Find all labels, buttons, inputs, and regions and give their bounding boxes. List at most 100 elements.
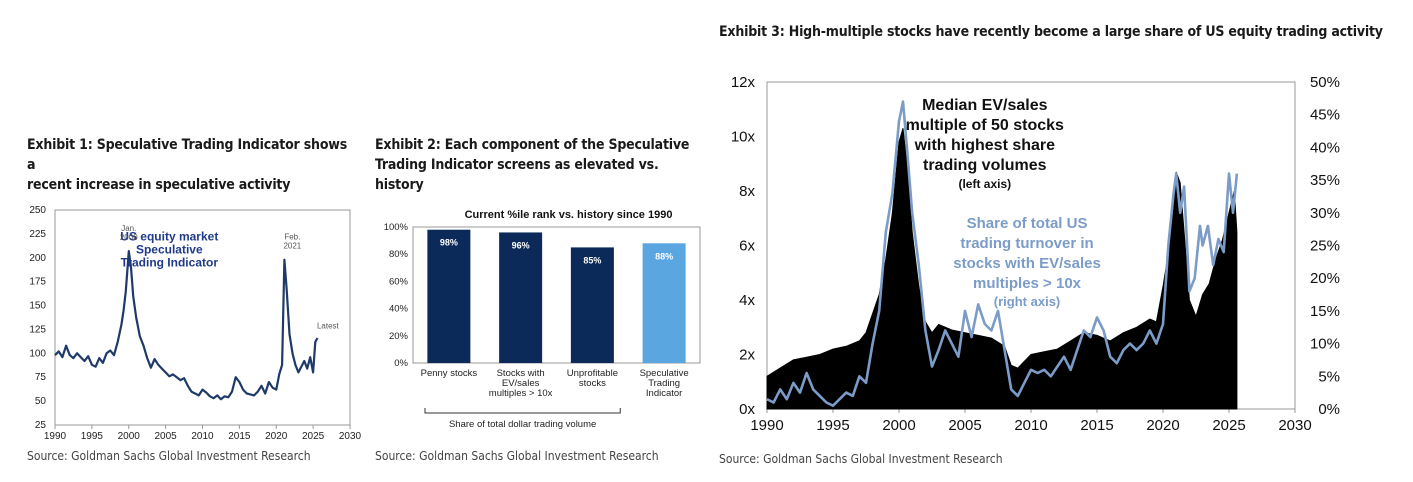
exhibit2-title-line2: Trading Indicator screens as elevated vs… (375, 157, 659, 193)
peak-label: 2021 (283, 242, 301, 251)
y-tick-label: 0% (394, 358, 408, 369)
annotation-line: Trading Indicator (121, 256, 219, 270)
x-tick-label: 2020 (1146, 417, 1179, 434)
right-y-tick-label: 30% (1310, 205, 1340, 222)
annotation-steel-line: trading turnover in (960, 235, 1093, 252)
peak-label: Feb. (284, 233, 300, 242)
left-y-tick-label: 0x (739, 401, 755, 418)
x-tick-label: 2000 (118, 431, 141, 442)
category-label: stocks (579, 378, 606, 389)
annotation-black-line: with highest share (914, 137, 1056, 154)
y-tick-label: 75 (35, 372, 47, 383)
annotation-line: Speculative (136, 243, 203, 257)
x-tick-label: 1995 (81, 431, 104, 442)
bar-value-label: 88% (655, 251, 673, 261)
right-y-tick-label: 40% (1310, 139, 1340, 156)
exhibit1-title: Exhibit 1: Speculative Trading Indicator… (27, 135, 357, 195)
annotation-black-line: trading volumes (923, 157, 1047, 174)
x-tick-label: 2025 (302, 431, 325, 442)
category-label: EV/sales (502, 378, 540, 389)
category-label: multiples > 10x (489, 388, 553, 399)
category-label: Speculative (640, 368, 689, 379)
right-y-tick-label: 25% (1310, 238, 1340, 255)
annotation-line: US equity market (120, 230, 218, 244)
series-line-share (766, 100, 1239, 408)
y-tick-label: 80% (389, 249, 409, 260)
bar (427, 229, 471, 363)
right-y-tick-label: 20% (1310, 270, 1340, 287)
category-label: Trading (648, 378, 680, 389)
x-tick-label: 1990 (750, 417, 783, 434)
left-y-tick-label: 4x (739, 292, 755, 309)
bar-value-label: 98% (440, 238, 458, 248)
y-tick-label: 100 (29, 348, 46, 359)
bracket (424, 408, 621, 414)
x-tick-label: 2030 (339, 431, 362, 442)
y-tick-label: 25 (35, 420, 47, 431)
y-tick-label: 20% (389, 331, 409, 342)
exhibit1-title-line1: Exhibit 1: Speculative Trading Indicator… (27, 137, 348, 173)
category-label: Penny stocks (421, 368, 478, 379)
exhibit2-chart: Current %ile rank vs. history since 1990… (384, 209, 701, 430)
exhibit1-title-line2: recent increase in speculative activity (27, 177, 291, 193)
x-tick-label: 2005 (948, 417, 981, 434)
x-tick-label: 1990 (44, 431, 67, 442)
x-tick-label: 2015 (1080, 417, 1113, 434)
category-label: Stocks with (497, 368, 545, 379)
x-tick-label: 1995 (816, 417, 849, 434)
x-tick-label: 2020 (265, 431, 288, 442)
peak-label: 2000 (120, 233, 138, 242)
left-y-tick-label: 8x (739, 183, 755, 200)
category-label: Indicator (646, 388, 682, 399)
y-tick-label: 150 (29, 301, 46, 312)
y-tick-label: 40% (389, 304, 409, 315)
chart-title: Current %ile rank vs. history since 1990 (465, 209, 673, 221)
right-y-tick-label: 5% (1318, 368, 1340, 385)
right-y-tick-label: 35% (1310, 172, 1340, 189)
exhibit2-title: Exhibit 2: Each component of the Specula… (375, 135, 705, 195)
category-label: Unprofitable (567, 368, 618, 379)
annotation-black-line: multiple of 50 stocks (906, 117, 1064, 134)
exhibit1-chart: 25 50 75 100 125 150 175 200 225 250 1990 1995 2000 2… (29, 205, 362, 442)
x-tick-label: 2010 (1014, 417, 1047, 434)
y-tick-label: 225 (29, 229, 46, 240)
latest-label: Latest (317, 321, 340, 330)
x-tick-label: 2025 (1212, 417, 1245, 434)
annotation-steel-line: stocks with EV/sales (953, 255, 1101, 272)
y-tick-label: 250 (29, 205, 46, 216)
left-y-tick-label: 10x (731, 129, 756, 146)
annotation-steel-line: multiples > 10x (973, 275, 1082, 292)
right-y-tick-label: 10% (1310, 336, 1340, 353)
bar (642, 243, 686, 363)
bar (499, 232, 543, 363)
left-y-tick-label: 12x (731, 74, 756, 91)
exhibit3-source: Source: Goldman Sachs Global Investment … (719, 452, 1003, 466)
annotation-steel-axis: (right axis) (994, 294, 1060, 309)
right-y-tick-label: 15% (1310, 303, 1340, 320)
bar-value-label: 85% (583, 255, 601, 265)
series-area-ev-sales (766, 128, 1238, 410)
x-tick-label: 2030 (1278, 417, 1311, 434)
x-tick-label: 2015 (228, 431, 251, 442)
y-tick-label: 200 (29, 253, 46, 264)
bar-value-label: 96% (512, 240, 530, 250)
left-y-tick-label: 6x (739, 238, 755, 255)
bar (570, 247, 614, 363)
exhibit3-chart: 0x 2x 4x 6x 8x 10x 12x 0% 5% 10% 15% 20% 25% 30% 35% 40… (731, 74, 1340, 434)
annotation-black-line: Median EV/sales (922, 97, 1047, 114)
plot-frame (412, 226, 701, 364)
annotation-steel-line: Share of total US (967, 215, 1088, 232)
x-tick-label: 2000 (882, 417, 915, 434)
y-tick-label: 50 (35, 396, 47, 407)
series-line (54, 249, 319, 401)
annotation-black-axis: (left axis) (958, 177, 1011, 191)
exhibit2-title-line1: Exhibit 2: Each component of the Specula… (375, 137, 690, 153)
x-tick-label: 2005 (155, 431, 178, 442)
y-tick-label: 100% (384, 222, 409, 233)
right-y-tick-label: 45% (1310, 107, 1340, 124)
exhibit1-source: Source: Goldman Sachs Global Investment … (27, 449, 311, 463)
y-tick-label: 175 (29, 277, 46, 288)
y-tick-label: 60% (389, 276, 409, 287)
x-tick-label: 2010 (191, 431, 214, 442)
right-y-tick-label: 0% (1318, 401, 1340, 418)
